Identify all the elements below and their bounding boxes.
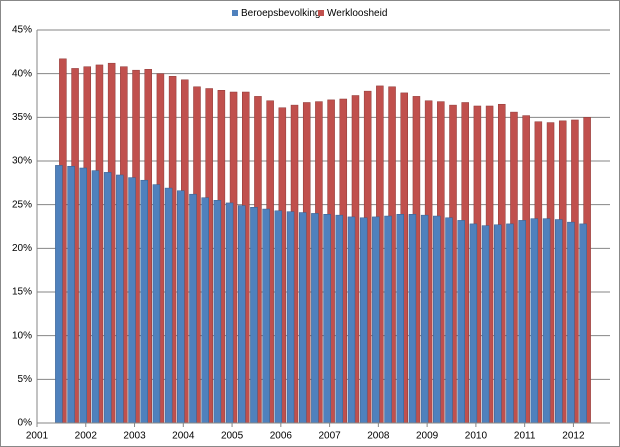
bar — [481, 225, 490, 424]
y-tick-label: 25% — [12, 199, 32, 210]
bar — [579, 223, 587, 424]
bar — [518, 220, 526, 424]
legend-label: Beroepsbevolking — [241, 8, 321, 19]
bar — [433, 215, 441, 424]
bar — [298, 212, 307, 424]
x-tick-label: 2005 — [221, 431, 244, 442]
x-tick-label: 2012 — [562, 431, 585, 442]
bar — [91, 170, 100, 424]
y-tick-label: 30% — [12, 156, 32, 167]
bar — [445, 217, 453, 424]
bar — [274, 210, 283, 424]
y-tick-label: 15% — [12, 287, 32, 298]
bar — [103, 172, 112, 424]
bar — [213, 200, 222, 424]
bar — [225, 202, 234, 424]
legend-label: Werkloosheid — [327, 8, 387, 19]
bar — [347, 216, 356, 424]
bar — [372, 216, 380, 424]
bar — [189, 193, 197, 424]
y-tick-label: 5% — [18, 374, 33, 385]
y-tick-label: 10% — [12, 330, 32, 341]
bar — [238, 205, 246, 424]
bar — [530, 218, 539, 424]
x-tick-label: 2001 — [26, 431, 49, 442]
legend-swatch — [318, 10, 324, 16]
bar — [177, 190, 185, 424]
y-tick-label: 40% — [12, 68, 32, 79]
x-tick-label: 2009 — [416, 431, 439, 442]
bar — [506, 223, 514, 424]
x-tick-label: 2002 — [75, 431, 98, 442]
x-tick-label: 2007 — [318, 431, 341, 442]
bar — [311, 213, 319, 424]
bar — [152, 184, 161, 424]
legend-swatch — [232, 10, 238, 16]
bar — [420, 214, 429, 424]
bar — [128, 177, 136, 424]
bar — [201, 197, 209, 424]
bar — [542, 218, 551, 424]
bar — [457, 220, 465, 424]
y-tick-label: 20% — [12, 243, 32, 254]
x-tick-label: 2011 — [514, 431, 536, 442]
bar — [55, 165, 63, 424]
x-tick-label: 2003 — [123, 431, 146, 442]
bar — [286, 211, 295, 424]
bar — [250, 207, 258, 424]
bar — [408, 214, 417, 424]
bar — [554, 219, 563, 424]
bar — [323, 214, 331, 424]
x-tick-label: 2010 — [465, 431, 488, 442]
x-tick-label: 2008 — [367, 431, 390, 442]
y-tick-label: 45% — [12, 25, 32, 36]
bar — [567, 221, 575, 424]
bar — [396, 214, 404, 424]
bar — [116, 174, 124, 424]
y-tick-label: 0% — [18, 418, 33, 429]
bar — [359, 217, 368, 424]
bar — [494, 224, 502, 424]
bar — [79, 167, 88, 424]
bar — [469, 223, 478, 424]
bar — [164, 187, 173, 424]
bar — [335, 214, 344, 424]
bar — [140, 179, 148, 424]
bar — [67, 165, 75, 424]
bar — [384, 215, 392, 424]
x-tick-label: 2004 — [172, 431, 195, 442]
y-tick-label: 35% — [12, 112, 32, 123]
x-tick-label: 2006 — [270, 431, 293, 442]
bar — [262, 208, 270, 424]
